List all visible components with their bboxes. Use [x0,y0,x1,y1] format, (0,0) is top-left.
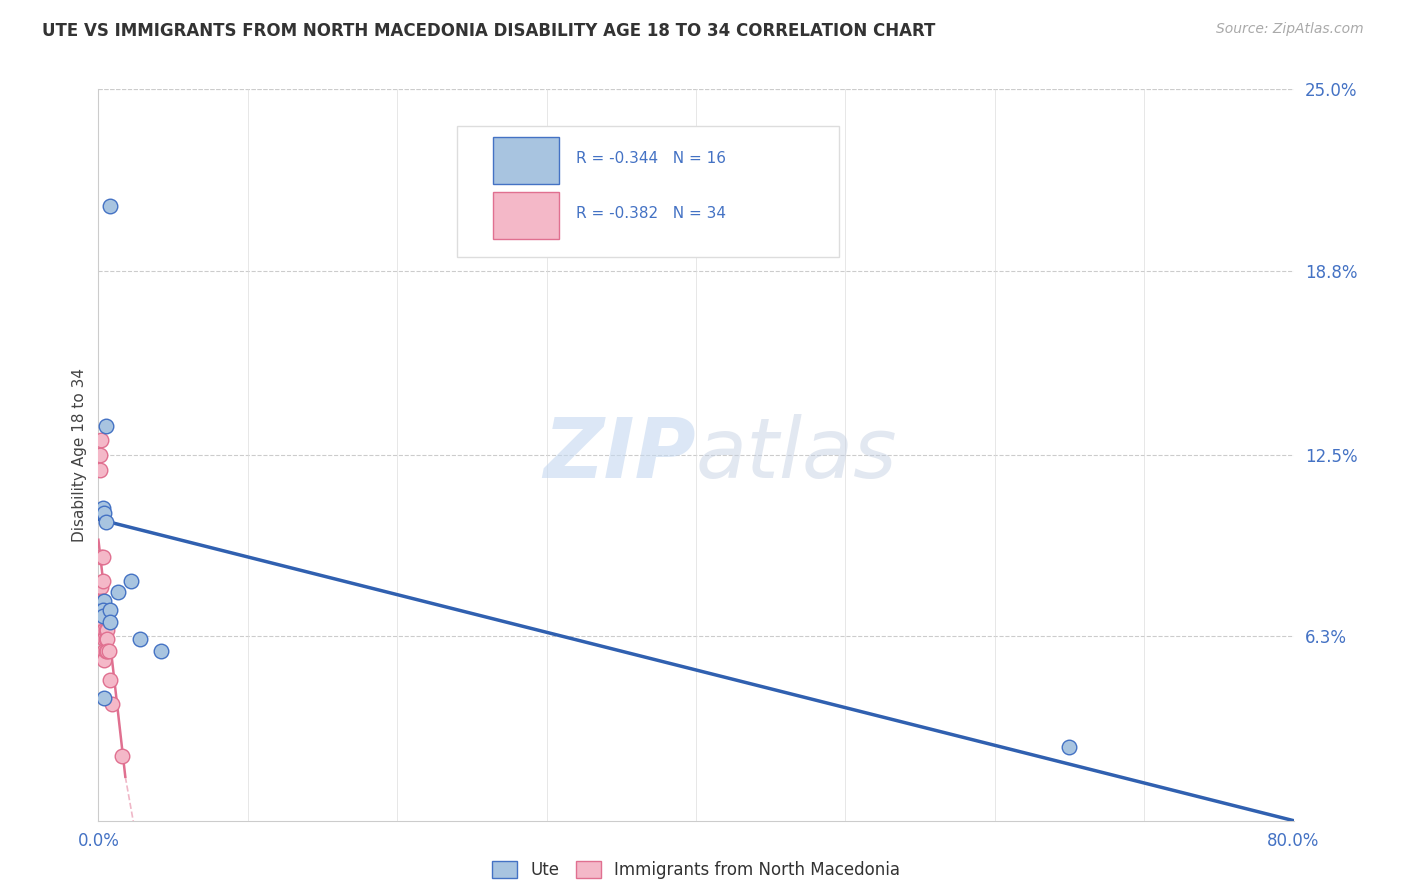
FancyBboxPatch shape [494,136,558,185]
Point [100,673,122,688]
Point [94,515,117,529]
Point [89,594,111,608]
Point [93,624,115,638]
Point [94,632,117,647]
Point [91,574,114,588]
Point [94,418,117,433]
Point [94,644,117,658]
Point [120,574,142,588]
Legend: Ute, Immigrants from North Macedonia: Ute, Immigrants from North Macedonia [485,854,907,886]
Point [93,594,115,608]
Text: UTE VS IMMIGRANTS FROM NORTH MACEDONIA DISABILITY AGE 18 TO 34 CORRELATION CHART: UTE VS IMMIGRANTS FROM NORTH MACEDONIA D… [42,22,935,40]
Text: R = -0.344   N = 16: R = -0.344 N = 16 [576,151,727,166]
Text: atlas: atlas [696,415,897,495]
FancyBboxPatch shape [457,126,839,258]
Text: R = -0.382   N = 34: R = -0.382 N = 34 [576,206,727,221]
Point [89,580,111,594]
Point [93,690,115,705]
Y-axis label: Disability Age 18 to 34: Disability Age 18 to 34 [72,368,87,542]
Point [91,603,114,617]
Point [90,615,112,629]
Point [96,624,118,638]
Point [97,644,120,658]
Point [93,507,115,521]
Point [96,644,118,658]
Point [90,594,112,608]
Point [91,550,114,565]
FancyBboxPatch shape [494,192,558,239]
Point [107,585,129,599]
Point [89,448,111,462]
Point [91,624,114,638]
Point [96,632,118,647]
Point [91,594,114,608]
Point [90,550,112,565]
Point [93,632,115,647]
Point [90,603,112,617]
Text: Source: ZipAtlas.com: Source: ZipAtlas.com [1216,22,1364,37]
Point [89,603,111,617]
Point [111,749,134,764]
Point [91,603,114,617]
Point [91,615,114,629]
Point [1059,740,1081,755]
Point [94,624,117,638]
Point [91,500,114,515]
Point [91,608,114,623]
Text: ZIP: ZIP [543,415,696,495]
Point [93,615,115,629]
Point [93,644,115,658]
Point [100,603,122,617]
Point [100,615,122,629]
Point [150,644,173,658]
Point [90,434,112,448]
Point [100,199,122,213]
Point [94,608,117,623]
Point [90,580,112,594]
Point [93,653,115,667]
Point [129,632,152,647]
Point [89,462,111,476]
Point [90,624,112,638]
Point [101,697,124,711]
